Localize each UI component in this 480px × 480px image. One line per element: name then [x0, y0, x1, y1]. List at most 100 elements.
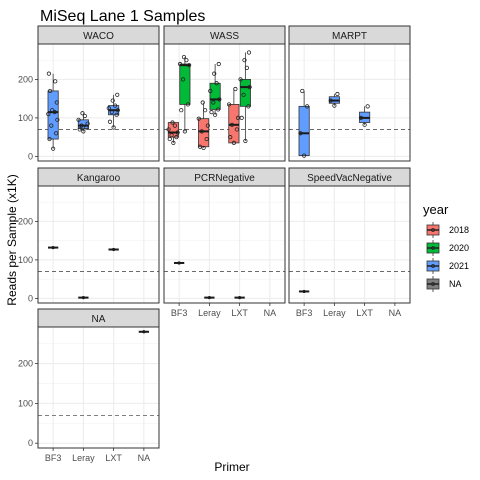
data-point — [197, 144, 203, 149]
data-point — [182, 129, 187, 134]
data-point — [113, 103, 118, 108]
facet-panel-kangaroo: Kangaroo 0 100 200 — [18, 167, 160, 304]
data-point — [228, 135, 233, 140]
box-body — [47, 90, 59, 140]
data-point — [362, 122, 367, 127]
legend-label: 2021 — [449, 261, 469, 271]
data-point — [111, 125, 116, 130]
data-point — [234, 127, 240, 132]
data-point — [81, 129, 86, 134]
data-point — [180, 77, 186, 82]
data-point — [328, 98, 333, 103]
data-point — [246, 50, 252, 55]
box-na-na — [138, 330, 150, 334]
x-tick-label: BF3 — [296, 308, 313, 318]
data-point — [358, 115, 364, 120]
data-point — [54, 131, 59, 136]
data-point — [211, 100, 216, 105]
data-point — [106, 106, 111, 111]
facet-strip-label: MARPT — [332, 31, 367, 42]
data-point — [109, 110, 114, 115]
data-point — [214, 81, 219, 86]
legend-key-point — [431, 282, 435, 286]
data-point — [239, 115, 244, 120]
data-point — [51, 245, 55, 250]
facet-panels: WACO 0 100 200 WASS MARPT Kangaroo 0 100 200 PCRNe… — [18, 25, 411, 463]
x-tick-label: Leray — [323, 308, 346, 318]
x-tick-label: LXT — [105, 453, 122, 463]
facet-strip-label: Kangaroo — [77, 173, 121, 184]
box-bf3-2021 — [46, 71, 60, 151]
panel-border — [288, 185, 411, 304]
box-bf3-2021 — [173, 261, 185, 265]
x-tick-label: LXT — [231, 308, 248, 318]
box-body — [239, 79, 251, 107]
data-point — [47, 136, 52, 142]
facet-strip-label: WASS — [210, 31, 239, 42]
panel-background — [164, 186, 285, 303]
panel-border — [288, 43, 411, 162]
data-point — [332, 103, 337, 108]
x-tick-label: NA — [138, 453, 151, 463]
data-point — [53, 79, 58, 84]
data-point — [84, 125, 89, 130]
panel-background — [38, 186, 159, 303]
box-bf3-2021 — [298, 289, 310, 294]
facet-strip-label: NA — [92, 314, 106, 325]
data-point — [55, 117, 60, 122]
data-point — [51, 146, 56, 151]
data-point — [300, 88, 305, 94]
facet-panel-marpt: MARPT — [288, 25, 411, 162]
data-point — [242, 58, 247, 63]
data-point — [115, 108, 120, 113]
legend-label: 2020 — [449, 243, 469, 253]
box-lxt-2021 — [358, 104, 371, 127]
legend-key-2020: 2020 — [426, 240, 469, 256]
x-tick-label: BF3 — [45, 453, 62, 463]
panel-background — [289, 186, 410, 303]
box-body — [167, 122, 179, 138]
data-point — [167, 136, 172, 142]
data-point — [233, 86, 238, 92]
data-point — [76, 117, 81, 122]
data-point — [110, 98, 115, 103]
box-leray-2018 — [196, 100, 210, 151]
data-point — [212, 71, 217, 76]
data-point — [112, 247, 116, 252]
box-bf3-2018 — [166, 120, 180, 146]
box-body — [179, 63, 191, 105]
y-tick-label: 100 — [18, 255, 33, 265]
data-point — [166, 127, 171, 132]
data-point — [246, 104, 251, 109]
data-point — [241, 92, 246, 97]
data-point — [238, 77, 243, 82]
y-tick-label: 0 — [28, 438, 33, 448]
x-tick-label: LXT — [356, 308, 373, 318]
box-lxt-2018 — [226, 86, 241, 146]
legend: year 2018 2020 2021 NA — [423, 202, 469, 292]
x-tick-label: NA — [389, 308, 402, 318]
data-point — [238, 296, 242, 300]
data-point — [201, 145, 206, 151]
legend-title: year — [423, 202, 449, 217]
data-point — [107, 119, 113, 124]
box-leray-2021 — [204, 296, 215, 300]
y-tick-label: 200 — [18, 74, 33, 84]
box-lxt-2020 — [238, 50, 252, 144]
x-tick-label: BF3 — [171, 308, 188, 318]
box-body — [209, 82, 221, 110]
legend-key-point — [431, 228, 435, 232]
data-point — [205, 123, 210, 128]
data-point — [243, 138, 248, 144]
panel-border — [37, 326, 160, 449]
x-tick-label: Leray — [198, 308, 221, 318]
data-point — [171, 140, 176, 146]
data-point — [207, 296, 211, 300]
box-body — [298, 105, 310, 157]
panel-border — [163, 43, 286, 162]
data-point — [85, 121, 90, 126]
facet-strip-label: WACO — [83, 31, 114, 42]
data-point — [247, 85, 252, 90]
chart-title: MiSeq Lane 1 Samples — [40, 8, 205, 25]
